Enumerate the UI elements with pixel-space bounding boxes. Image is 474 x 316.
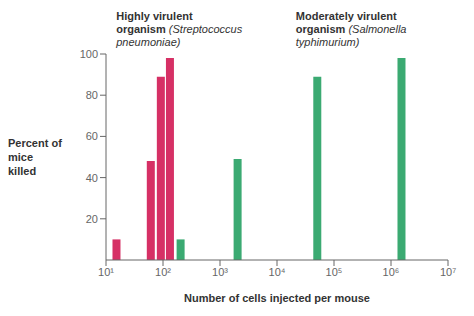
svg-text:10⁴: 10⁴: [269, 266, 286, 278]
svg-text:80: 80: [86, 89, 98, 101]
svg-text:10⁶: 10⁶: [383, 266, 400, 278]
svg-text:10⁷: 10⁷: [440, 266, 456, 278]
svg-text:20: 20: [86, 213, 98, 225]
svg-text:Number of cells injected per m: Number of cells injected per mouse: [184, 292, 370, 304]
svg-text:40: 40: [86, 172, 98, 184]
svg-text:60: 60: [86, 130, 98, 142]
svg-text:10²: 10²: [155, 266, 171, 278]
html-text:Moderately virulent organism (: Moderately virulent organism (Salmonella…: [295, 10, 407, 48]
svg-text:100: 100: [80, 48, 98, 60]
svg-text:10³: 10³: [212, 266, 228, 278]
html-text:Percent of mice killed: Percent of mice killed: [8, 137, 62, 177]
svg-text:10¹: 10¹: [98, 266, 114, 278]
html-text:Highly virulent organism (Stre: Highly virulent organism (Streptococcus …: [116, 10, 243, 48]
svg-text:10⁵: 10⁵: [326, 266, 343, 278]
